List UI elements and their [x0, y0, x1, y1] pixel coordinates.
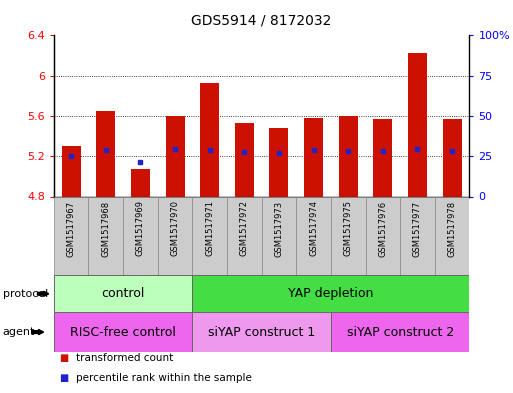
- Text: GSM1517972: GSM1517972: [240, 200, 249, 256]
- Text: GSM1517971: GSM1517971: [205, 200, 214, 256]
- Text: transformed count: transformed count: [76, 353, 173, 363]
- Text: protocol: protocol: [3, 289, 48, 299]
- Text: siYAP construct 1: siYAP construct 1: [208, 325, 315, 339]
- Bar: [54, 196, 88, 275]
- Text: YAP depletion: YAP depletion: [288, 287, 373, 300]
- Text: ■: ■: [59, 353, 68, 363]
- Bar: [131, 169, 150, 196]
- Text: siYAP construct 2: siYAP construct 2: [346, 325, 454, 339]
- Text: GSM1517977: GSM1517977: [413, 200, 422, 257]
- Text: GSM1517978: GSM1517978: [447, 200, 457, 257]
- Text: ■: ■: [59, 373, 68, 383]
- Bar: [304, 118, 323, 196]
- Text: GSM1517968: GSM1517968: [101, 200, 110, 257]
- Bar: [192, 312, 331, 352]
- Bar: [262, 196, 296, 275]
- Bar: [227, 196, 262, 275]
- Bar: [365, 196, 400, 275]
- Bar: [166, 116, 185, 196]
- Bar: [88, 196, 123, 275]
- Bar: [54, 312, 192, 352]
- Bar: [269, 128, 288, 196]
- Bar: [408, 53, 427, 196]
- Text: GSM1517976: GSM1517976: [378, 200, 387, 257]
- Text: RISC-free control: RISC-free control: [70, 325, 176, 339]
- Bar: [158, 196, 192, 275]
- Bar: [373, 119, 392, 196]
- Bar: [62, 146, 81, 196]
- Bar: [54, 275, 192, 312]
- Bar: [192, 196, 227, 275]
- Bar: [235, 123, 254, 196]
- Bar: [96, 111, 115, 196]
- Text: GSM1517973: GSM1517973: [274, 200, 284, 257]
- Text: control: control: [102, 287, 145, 300]
- Text: GSM1517967: GSM1517967: [67, 200, 76, 257]
- Bar: [339, 116, 358, 196]
- Bar: [192, 275, 469, 312]
- Bar: [435, 196, 469, 275]
- Text: GSM1517975: GSM1517975: [344, 200, 353, 256]
- Text: GSM1517969: GSM1517969: [136, 200, 145, 256]
- Text: percentile rank within the sample: percentile rank within the sample: [76, 373, 252, 383]
- Bar: [443, 119, 462, 196]
- Bar: [400, 196, 435, 275]
- Bar: [296, 196, 331, 275]
- Text: GSM1517974: GSM1517974: [309, 200, 318, 256]
- Bar: [123, 196, 158, 275]
- Bar: [331, 312, 469, 352]
- Text: GSM1517970: GSM1517970: [170, 200, 180, 256]
- Bar: [200, 83, 219, 196]
- Bar: [331, 196, 365, 275]
- Text: GDS5914 / 8172032: GDS5914 / 8172032: [191, 14, 332, 28]
- Text: agent: agent: [3, 327, 35, 337]
